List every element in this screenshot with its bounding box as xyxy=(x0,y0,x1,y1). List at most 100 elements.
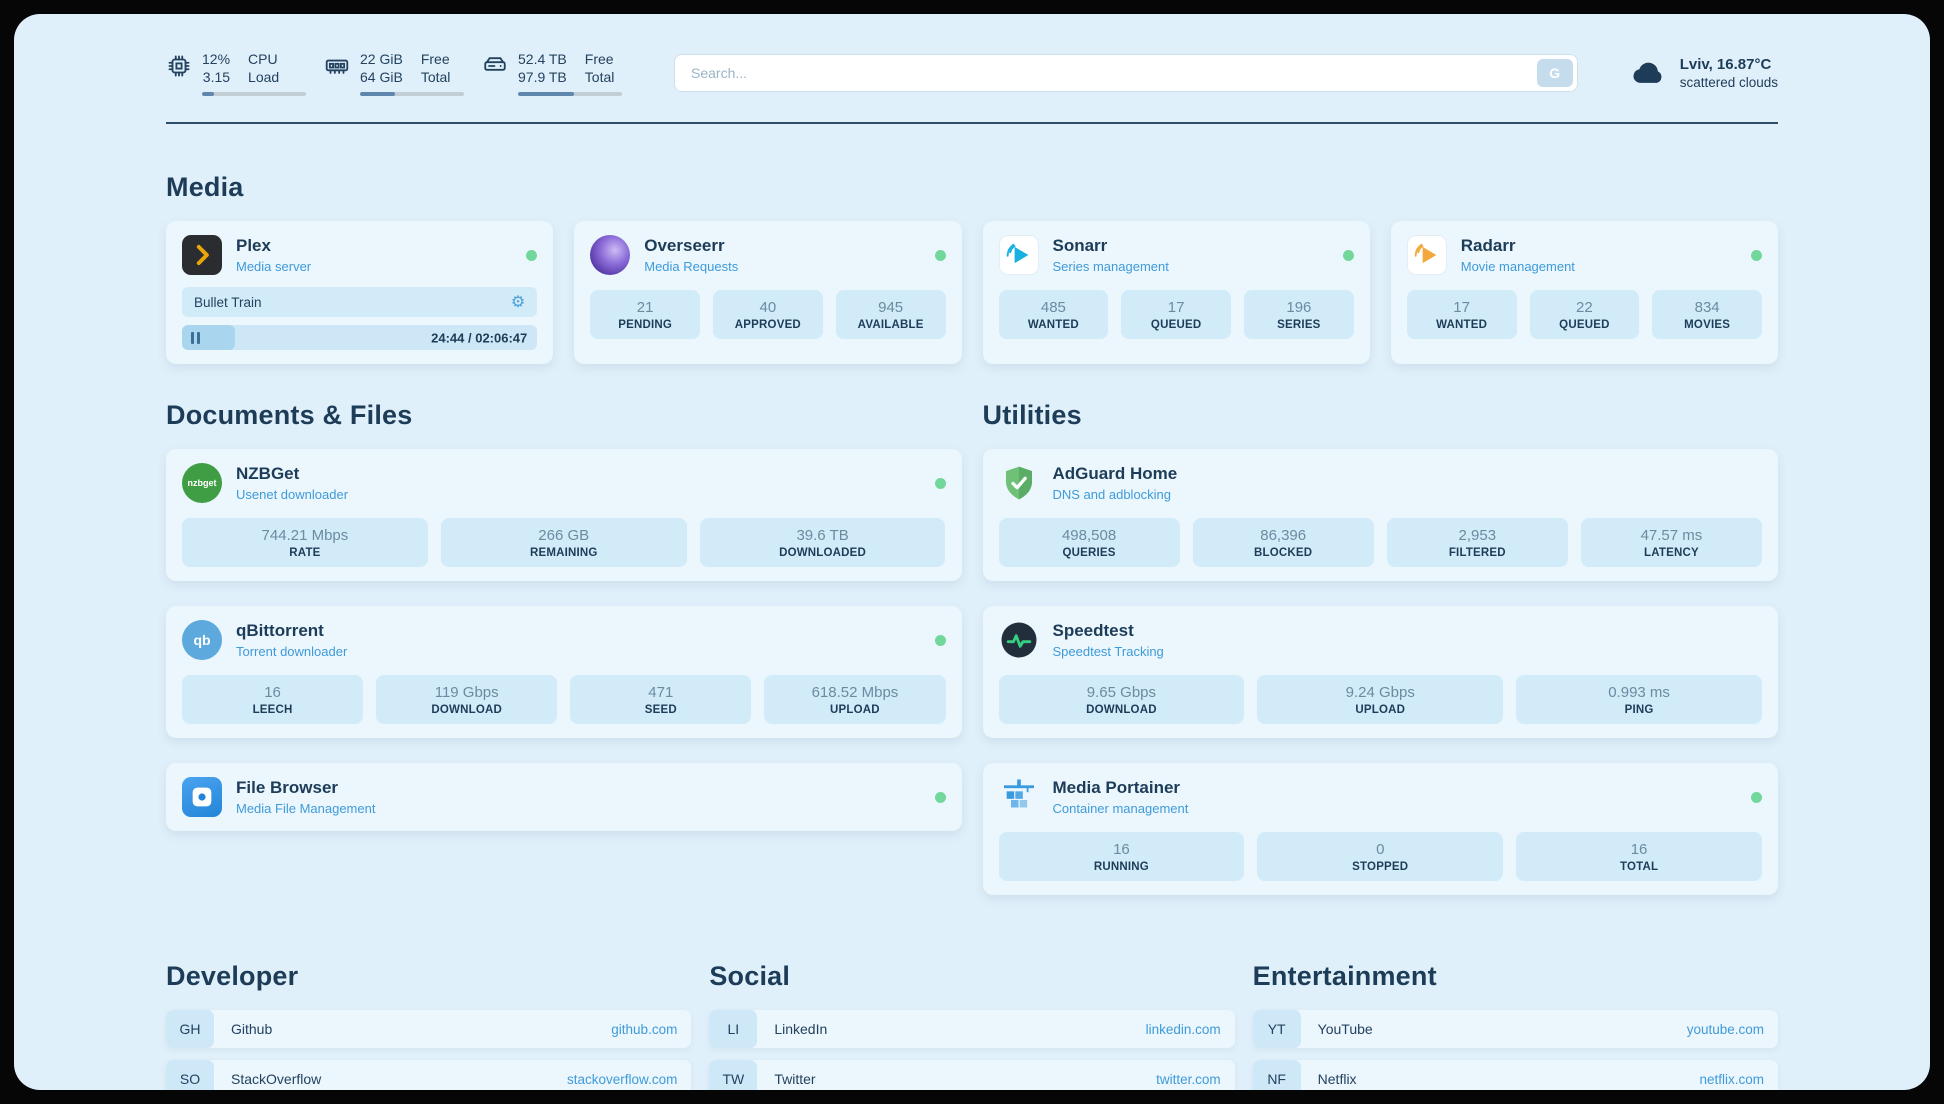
stat-box: 86,396 BLOCKED xyxy=(1192,518,1374,568)
card-sonarr[interactable]: Sonarr Series management 485 WANTED 17 Q… xyxy=(982,221,1370,365)
stat-label: FILTERED xyxy=(1448,547,1506,560)
qbittorrent-subtitle: Torrent downloader xyxy=(236,644,348,660)
stat-value: 40 xyxy=(759,299,777,317)
card-nzbget[interactable]: nzbget NZBGet Usenet downloader 744.21 M… xyxy=(166,449,962,582)
dashboard-page: 12% 3.15 CPU Load xyxy=(14,14,1930,1090)
gear-icon[interactable]: ⚙ xyxy=(510,294,526,312)
stat-label: APPROVED xyxy=(734,319,801,332)
stat-label: BLOCKED xyxy=(1254,547,1313,560)
filebrowser-icon xyxy=(182,777,222,818)
stat-box: 22 QUEUED xyxy=(1529,290,1640,340)
stat-label: LEECH xyxy=(252,704,293,717)
stat-box: 16 TOTAL xyxy=(1516,832,1762,882)
stat-label: LATENCY xyxy=(1644,547,1699,560)
stat-label: DOWNLOAD xyxy=(1086,704,1157,717)
link-name: Twitter xyxy=(774,1071,816,1088)
stat-box: 834 MOVIES xyxy=(1652,290,1762,340)
stat-value: 9.65 Gbps xyxy=(1086,684,1157,702)
weather-condition: scattered clouds xyxy=(1679,75,1778,91)
search-provider-button[interactable]: G xyxy=(1536,59,1573,88)
now-playing-box: Bullet Train ⚙ xyxy=(182,287,538,318)
stat-box: 196 SERIES xyxy=(1244,290,1354,340)
link-twitter[interactable]: TW Twitter twitter.com xyxy=(709,1060,1235,1090)
stat-box: 2,953 FILTERED xyxy=(1386,518,1568,568)
playback-progress-bar[interactable]: 24:44 / 02:06:47 xyxy=(182,325,538,351)
filebrowser-subtitle: Media File Management xyxy=(236,801,376,817)
nzbget-icon: nzbget xyxy=(182,463,222,504)
stat-value: 16 xyxy=(1630,841,1648,859)
adguard-shield-icon xyxy=(999,463,1039,503)
plex-icon xyxy=(182,235,222,276)
link-stackoverflow[interactable]: SO StackOverflow stackoverflow.com xyxy=(166,1060,692,1090)
stat-label: DOWNLOAD xyxy=(431,704,502,717)
link-abbr: LI xyxy=(709,1010,758,1049)
stat-value: 16 xyxy=(264,684,281,702)
link-url[interactable]: twitter.com xyxy=(1156,1071,1221,1087)
stat-box: 266 GB REMAINING xyxy=(440,518,687,568)
weather-location: Lviv, 16.87°C xyxy=(1679,56,1772,74)
link-linkedin[interactable]: LI LinkedIn linkedin.com xyxy=(709,1010,1235,1049)
ram-total-value: 64 GiB xyxy=(360,69,403,86)
stat-label: PING xyxy=(1624,704,1654,717)
plex-subtitle: Media server xyxy=(236,259,312,275)
stat-label: QUEUED xyxy=(1559,319,1610,332)
stat-box: 485 WANTED xyxy=(998,290,1109,340)
link-youtube[interactable]: YT YouTube youtube.com xyxy=(1252,1010,1778,1049)
card-filebrowser[interactable]: File Browser Media File Management xyxy=(166,763,962,832)
section-developer: Developer GH Github github.com SO StackO… xyxy=(166,961,692,1090)
search-bar: G xyxy=(674,54,1578,93)
stat-box: 0.993 ms PING xyxy=(1516,675,1762,725)
link-url[interactable]: github.com xyxy=(611,1021,678,1037)
card-radarr[interactable]: Radarr Movie management 17 WANTED 22 QUE… xyxy=(1390,221,1778,365)
card-adguard[interactable]: AdGuard Home DNS and adblocking 498,508 … xyxy=(982,449,1778,582)
overseerr-icon xyxy=(590,235,631,276)
stat-box: 744.21 Mbps RATE xyxy=(182,518,428,568)
cloud-icon xyxy=(1630,56,1668,91)
stat-value: 17 xyxy=(1453,299,1470,317)
disk-total-value: 97.9 TB xyxy=(518,69,567,86)
stat-value: 834 xyxy=(1694,299,1720,317)
stat-value: 0.993 ms xyxy=(1608,684,1670,702)
stat-label: WANTED xyxy=(1436,319,1488,332)
card-plex[interactable]: Plex Media server Bullet Train ⚙ 24:44 /… xyxy=(166,221,554,365)
link-url[interactable]: linkedin.com xyxy=(1145,1021,1221,1037)
radarr-icon xyxy=(1406,235,1447,276)
stat-label: UPLOAD xyxy=(1355,704,1406,717)
disk-free-label: Free xyxy=(584,51,614,67)
stat-value: 16 xyxy=(1113,841,1130,859)
link-url[interactable]: netflix.com xyxy=(1699,1071,1764,1087)
stat-value: 485 xyxy=(1040,299,1066,317)
card-speedtest[interactable]: Speedtest Speedtest Tracking 9.65 Gbps D… xyxy=(982,606,1778,739)
nzbget-status-dot xyxy=(934,477,946,489)
link-netflix[interactable]: NF Netflix netflix.com xyxy=(1252,1060,1778,1090)
stat-box: 21 PENDING xyxy=(590,290,700,340)
disk-usage-bar xyxy=(518,92,622,97)
stat-value: 22 xyxy=(1576,299,1593,317)
link-name: StackOverflow xyxy=(231,1071,322,1088)
plex-status-dot xyxy=(526,249,538,261)
developer-section-title: Developer xyxy=(166,961,299,992)
nzbget-subtitle: Usenet downloader xyxy=(236,487,349,503)
speedtest-subtitle: Speedtest Tracking xyxy=(1052,644,1164,660)
card-overseerr[interactable]: Overseerr Media Requests 21 PENDING 40 A… xyxy=(574,221,962,365)
stat-label: RUNNING xyxy=(1093,861,1149,874)
stat-label: SERIES xyxy=(1277,319,1321,332)
qbittorrent-status-dot xyxy=(934,634,946,646)
sonarr-status-dot xyxy=(1342,249,1354,261)
portainer-subtitle: Container management xyxy=(1052,801,1189,817)
portainer-name: Media Portainer xyxy=(1052,778,1181,798)
link-abbr: SO xyxy=(166,1060,214,1090)
card-portainer[interactable]: Media Portainer Container management 16 … xyxy=(982,763,1778,896)
sonarr-subtitle: Series management xyxy=(1052,259,1169,275)
radarr-status-dot xyxy=(1751,249,1762,261)
pause-icon[interactable] xyxy=(191,331,200,344)
social-section-title: Social xyxy=(709,961,791,992)
link-github[interactable]: GH Github github.com xyxy=(166,1010,692,1049)
search-input[interactable] xyxy=(674,54,1578,93)
link-url[interactable]: stackoverflow.com xyxy=(567,1071,678,1087)
link-url[interactable]: youtube.com xyxy=(1686,1021,1764,1037)
plex-name: Plex xyxy=(236,236,271,256)
stat-label: TOTAL xyxy=(1619,861,1659,874)
link-name: YouTube xyxy=(1317,1021,1373,1038)
card-qbittorrent[interactable]: qb qBittorrent Torrent downloader 16 LEE… xyxy=(166,606,962,739)
